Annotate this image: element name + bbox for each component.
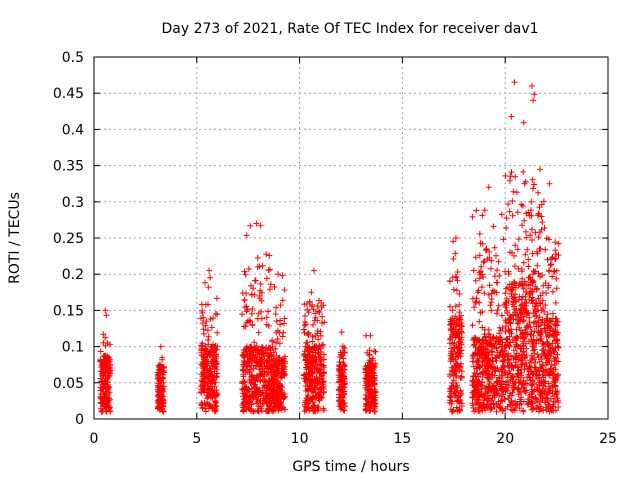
chart-title: Day 273 of 2021, Rate Of TEC Index for r…	[161, 21, 538, 37]
x-axis-label: GPS time / hours	[292, 459, 409, 475]
y-tick-label: 0.15	[53, 303, 84, 319]
y-tick-label: 0.35	[53, 159, 84, 175]
points-layer	[97, 79, 562, 415]
y-tick-label: 0.2	[62, 267, 84, 283]
scatter-points	[97, 79, 562, 415]
x-tick-label: 10	[291, 431, 309, 447]
y-axis-label: ROTI / TECUs	[7, 192, 23, 284]
x-tick-label: 20	[496, 431, 514, 447]
y-tick-label: 0.05	[53, 376, 84, 392]
ticks-layer: 0 5 10 15 20 25 0 0.05 0.1 0.15 0.2 0.25 0.3 0.35 0.4 0…	[53, 50, 617, 447]
y-tick-label: 0.25	[53, 231, 84, 247]
y-tick-label: 0.4	[62, 122, 84, 138]
y-tick-label: 0.45	[53, 86, 84, 102]
x-tick-label: 0	[90, 431, 99, 447]
y-tick-label: 0.3	[62, 195, 84, 211]
y-tick-label: 0.5	[62, 50, 84, 66]
x-tick-label: 25	[599, 431, 617, 447]
y-tick-label: 0	[75, 412, 84, 428]
x-tick-label: 5	[192, 431, 201, 447]
grid-layer	[94, 57, 608, 419]
x-tick-label: 15	[393, 431, 411, 447]
y-tick-label: 0.1	[62, 340, 84, 356]
